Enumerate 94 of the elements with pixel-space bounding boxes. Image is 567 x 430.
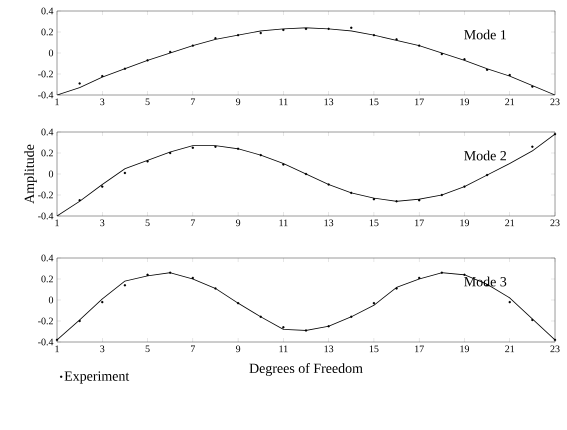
x-tick-label: 5 <box>146 98 150 106</box>
point <box>531 318 534 322</box>
point <box>440 194 444 196</box>
point <box>236 302 240 304</box>
x-tick-label: 3 <box>100 346 104 352</box>
x-tick-label: 9 <box>236 220 240 226</box>
x-tick-label: 13 <box>324 346 334 352</box>
x-tick-label: 1 <box>55 220 59 226</box>
y-tick-label: -0.2 <box>38 70 53 78</box>
x-tick-label: 13 <box>324 98 334 106</box>
x-tick-label: 1 <box>55 98 59 106</box>
x-tick-label: 11 <box>279 98 288 106</box>
x-tick-label: 23 <box>550 98 560 106</box>
x-tick-label: 23 <box>550 220 560 226</box>
x-axis-title: Degrees of Freedom <box>249 363 363 376</box>
y-tick-label: 0.4 <box>41 254 54 262</box>
point <box>418 276 420 280</box>
x-tick-label: 19 <box>460 98 470 106</box>
point <box>304 329 308 332</box>
x-tick-label: 11 <box>279 346 288 352</box>
point <box>463 185 466 188</box>
x-tick-label: 13 <box>324 220 334 226</box>
y-tick-label: -0.2 <box>38 192 53 198</box>
y-tick-label: 0.2 <box>41 150 53 156</box>
point <box>168 152 172 154</box>
x-tick-label: 17 <box>415 346 424 352</box>
x-tick-label: 15 <box>370 220 379 226</box>
x-tick-label: 19 <box>460 220 470 226</box>
y-tick-label: 0 <box>48 296 54 304</box>
x-tick-label: 15 <box>370 98 379 106</box>
y-tick-label: 0 <box>48 170 54 178</box>
point <box>327 28 330 30</box>
point <box>554 338 556 342</box>
point <box>554 132 556 136</box>
point <box>236 34 240 36</box>
x-tick-label: 15 <box>370 346 379 352</box>
annotation: Mode 2 <box>464 150 506 160</box>
point <box>531 85 534 88</box>
x-tick-label: 21 <box>505 346 514 352</box>
annotation: Mode 1 <box>464 30 506 40</box>
point <box>372 34 376 36</box>
point <box>192 276 194 280</box>
x-tick-label: 7 <box>190 220 196 226</box>
y-tick-label: -0.4 <box>38 92 54 98</box>
point <box>327 183 330 186</box>
y-tick-label: 0.2 <box>41 276 53 282</box>
x-tick-label: 19 <box>460 346 470 352</box>
y-tick-label: -0.2 <box>38 318 53 324</box>
y-tick-label: 0.2 <box>41 28 53 36</box>
point <box>486 174 488 176</box>
legend-label: Experiment <box>64 371 130 384</box>
x-tick-label: 7 <box>190 98 196 106</box>
y-axis-title: Amplitude <box>24 144 37 204</box>
y-tick-label: 0 <box>48 50 54 56</box>
point <box>214 287 217 290</box>
x-tick-label: 17 <box>415 98 424 106</box>
point <box>146 160 149 163</box>
point <box>124 284 126 287</box>
point <box>304 172 308 176</box>
y-tick-label: -0.4 <box>38 338 54 346</box>
x-tick-label: 11 <box>279 220 288 226</box>
point <box>146 274 149 276</box>
x-tick-label: 23 <box>550 346 560 352</box>
y-tick-label: 0.4 <box>41 8 54 14</box>
point <box>418 44 420 47</box>
y-tick-label: 0.4 <box>41 128 54 136</box>
x-tick-label: 17 <box>415 220 424 226</box>
x-tick-label: 21 <box>505 98 514 106</box>
x-tick-label: 9 <box>236 346 240 352</box>
x-tick-label: 3 <box>100 98 104 106</box>
point <box>372 302 376 304</box>
point <box>395 38 398 41</box>
point <box>282 163 285 166</box>
x-tick-label: 3 <box>100 220 104 226</box>
point <box>282 28 285 32</box>
point <box>124 172 126 174</box>
point <box>440 52 444 56</box>
x-tick-label: 9 <box>236 98 240 106</box>
x-tick-label: 21 <box>505 220 514 226</box>
point <box>168 50 172 54</box>
x-tick-label: 1 <box>55 346 59 352</box>
point <box>192 44 194 47</box>
point <box>56 338 58 342</box>
point <box>395 287 398 290</box>
point <box>78 82 81 85</box>
point <box>463 274 466 276</box>
point <box>78 320 81 322</box>
point <box>304 28 308 30</box>
y-tick-label: -0.4 <box>38 212 54 220</box>
x-tick-label: 5 <box>146 220 150 226</box>
point <box>282 326 285 329</box>
point <box>146 59 149 62</box>
x-tick-label: 5 <box>146 346 150 352</box>
x-tick-label: 7 <box>190 346 196 352</box>
